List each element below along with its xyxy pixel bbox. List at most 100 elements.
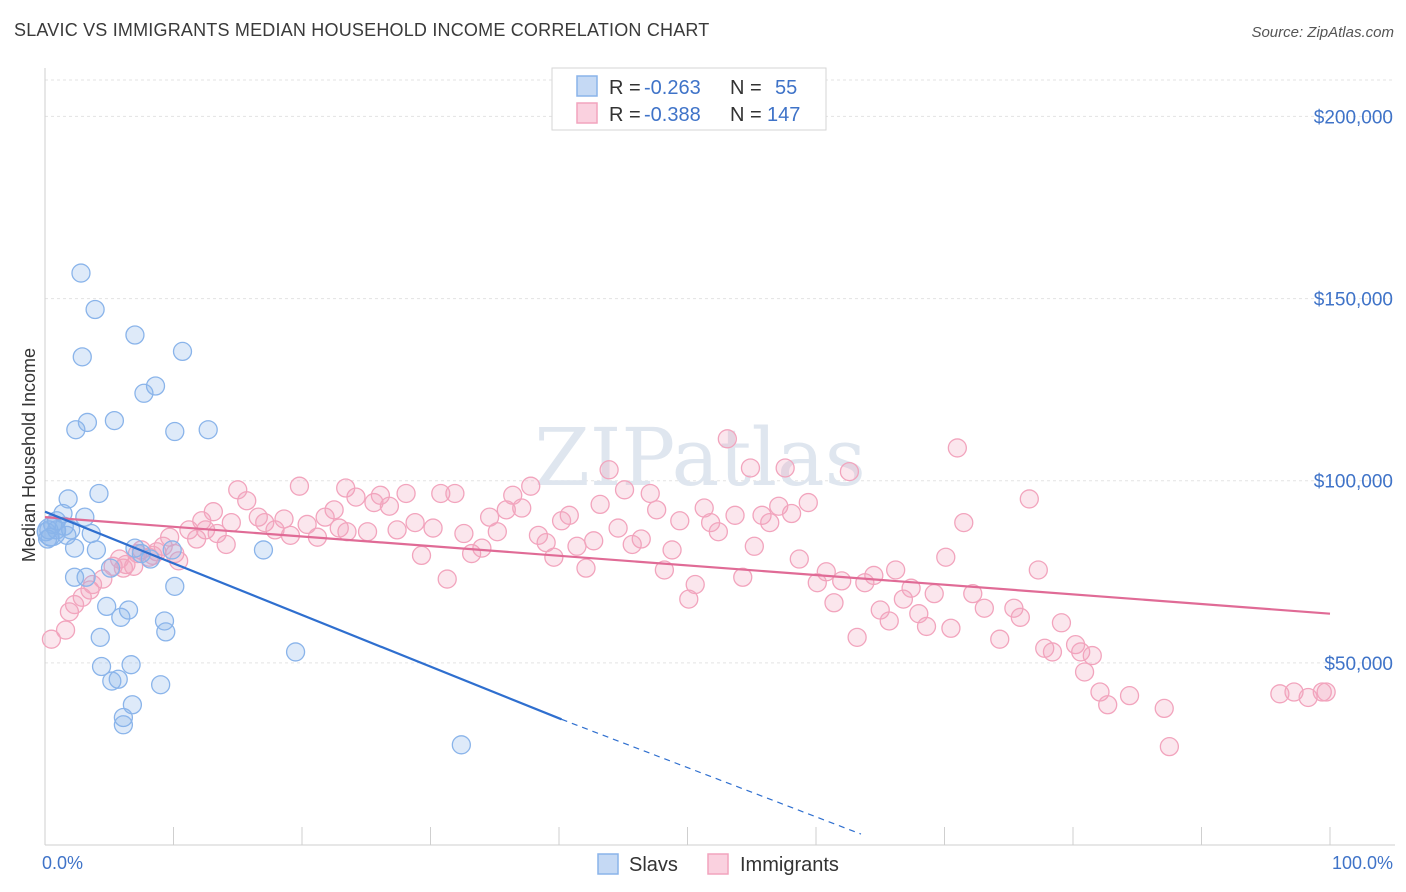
immigrants-point bbox=[1098, 695, 1118, 715]
immigrants-point bbox=[72, 587, 92, 607]
bottom-legend-swatch-slavs bbox=[597, 853, 619, 875]
immigrants-point bbox=[274, 509, 294, 529]
immigrants-point bbox=[717, 429, 737, 449]
immigrants-point bbox=[411, 545, 432, 566]
slavs-point bbox=[121, 655, 141, 675]
slavs-point bbox=[198, 420, 218, 440]
immigrants-point bbox=[947, 438, 967, 458]
slavs-point bbox=[162, 540, 182, 560]
immigrants-point bbox=[832, 571, 852, 591]
immigrants-point bbox=[760, 512, 780, 533]
immigrants-point bbox=[824, 593, 844, 613]
slavs-point bbox=[97, 596, 117, 617]
immigrants-point bbox=[752, 505, 772, 525]
immigrants-point bbox=[357, 522, 378, 542]
immigrants-point bbox=[662, 540, 682, 560]
legend-r-label-immigrants: R = bbox=[609, 104, 641, 126]
correlation-legend: R = -0.263 N = 55 R = -0.388 N = 147 bbox=[551, 67, 827, 131]
immigrants-point bbox=[789, 549, 809, 569]
immigrants-point bbox=[654, 560, 675, 580]
trend-lines bbox=[44, 510, 1331, 835]
bottom-legend-immigrants: Immigrants bbox=[740, 854, 839, 876]
immigrants-point bbox=[1159, 736, 1180, 757]
immigrants-point bbox=[559, 505, 579, 525]
immigrants-point bbox=[255, 512, 275, 533]
x-tick-labels: 0.0% 100.0% bbox=[42, 853, 1393, 873]
immigrants-point bbox=[1316, 682, 1336, 702]
slavs-point bbox=[89, 483, 109, 504]
immigrants-point bbox=[740, 458, 761, 478]
immigrants-point bbox=[41, 629, 62, 649]
immigrants-point bbox=[423, 518, 443, 538]
immigrants-point bbox=[1298, 687, 1318, 708]
immigrants-point bbox=[203, 502, 223, 522]
immigrants-point bbox=[847, 627, 867, 648]
immigrants-point bbox=[216, 534, 236, 555]
immigrants-point bbox=[608, 518, 628, 538]
y-tick-label: $200,000 bbox=[1314, 107, 1393, 128]
immigrants-point bbox=[521, 476, 541, 496]
immigrants-point bbox=[1051, 613, 1072, 633]
slavs-point bbox=[165, 576, 185, 597]
legend-n-immigrants: 147 bbox=[767, 104, 800, 126]
immigrants-point bbox=[990, 629, 1010, 649]
legend-swatch-slavs bbox=[576, 75, 598, 97]
immigrants-point bbox=[916, 616, 937, 637]
slavs-point bbox=[64, 538, 85, 558]
slavs-point bbox=[90, 627, 110, 648]
immigrants-point bbox=[901, 578, 921, 598]
slavs-point bbox=[113, 707, 134, 728]
immigrants-point bbox=[725, 505, 745, 525]
immigrants-point bbox=[387, 520, 407, 540]
slavs-point bbox=[253, 540, 274, 560]
immigrants-point bbox=[55, 620, 76, 640]
slavs-point bbox=[118, 600, 139, 620]
slavs-point bbox=[111, 607, 131, 627]
immigrants-point bbox=[670, 511, 690, 531]
immigrants-point bbox=[1019, 489, 1039, 509]
immigrants-point bbox=[1119, 685, 1140, 706]
immigrants-point bbox=[472, 538, 492, 558]
immigrants-point bbox=[487, 522, 507, 542]
immigrants-point bbox=[974, 598, 994, 618]
legend-swatch-immigrants bbox=[576, 102, 598, 124]
y-tick-label: $50,000 bbox=[1324, 654, 1393, 675]
slavs-point bbox=[66, 420, 86, 440]
immigrants-point bbox=[1028, 560, 1048, 580]
immigrants-point bbox=[685, 574, 705, 595]
immigrants-point bbox=[544, 547, 564, 567]
immigrants-point bbox=[64, 594, 85, 615]
slavs-point bbox=[145, 376, 166, 396]
legend-r-immigrants: -0.388 bbox=[644, 104, 701, 126]
y-tick-labels: $50,000 $100,000 $150,000 $200,000 bbox=[1314, 107, 1393, 674]
immigrants-point bbox=[879, 611, 899, 631]
immigrants-point bbox=[708, 522, 728, 542]
slavs-point bbox=[104, 410, 125, 431]
immigrants-point bbox=[963, 583, 983, 604]
immigrants-points bbox=[41, 429, 1336, 757]
legend-n-label-immigrants: N = bbox=[730, 104, 762, 126]
immigrants-point bbox=[221, 512, 241, 533]
slavs-point bbox=[156, 622, 176, 642]
immigrants-point bbox=[1270, 684, 1290, 704]
slavs-point bbox=[64, 567, 85, 587]
immigrants-point bbox=[924, 583, 944, 604]
slavs-trend-line bbox=[44, 510, 562, 721]
bottom-legend-slavs: Slavs bbox=[629, 854, 678, 876]
slavs-point bbox=[125, 325, 145, 345]
slavs-point bbox=[451, 735, 471, 755]
slavs-point bbox=[72, 347, 92, 367]
immigrants-point bbox=[622, 534, 642, 555]
axes bbox=[44, 68, 1395, 846]
immigrants-point bbox=[405, 512, 425, 533]
immigrants-point bbox=[346, 487, 366, 507]
y-axis-label: Median Household Income bbox=[19, 348, 39, 562]
immigrants-point bbox=[640, 483, 660, 504]
immigrants-point bbox=[237, 491, 257, 511]
immigrants-point bbox=[893, 589, 914, 609]
immigrants-point bbox=[512, 498, 532, 518]
immigrants-point bbox=[445, 483, 465, 504]
immigrants-point bbox=[631, 529, 651, 549]
series-legend: Slavs Immigrants bbox=[597, 853, 839, 876]
